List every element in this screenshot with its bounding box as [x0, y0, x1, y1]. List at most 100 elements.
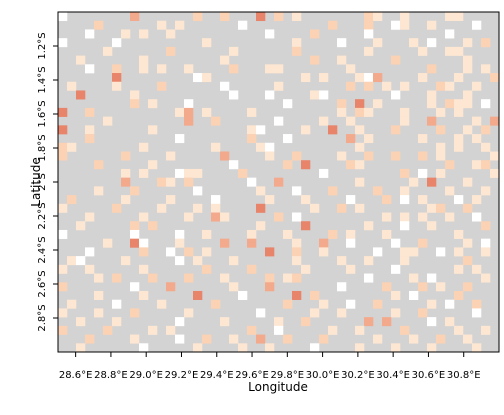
heatmap-cell — [175, 107, 185, 117]
heatmap-cell — [211, 203, 221, 213]
heatmap-cell — [139, 290, 149, 300]
heatmap-cell — [409, 38, 419, 48]
heatmap-cell — [193, 290, 203, 300]
heatmap-cell — [310, 308, 320, 318]
heatmap-cell — [472, 308, 482, 318]
heatmap-cell — [445, 212, 455, 222]
heatmap-cell — [265, 151, 275, 161]
heatmap-cell — [445, 299, 455, 309]
heatmap-cell — [490, 116, 500, 126]
heatmap-cell — [481, 247, 491, 257]
heatmap-cell — [256, 12, 266, 22]
heatmap-cell — [472, 81, 482, 91]
heatmap-cell — [301, 125, 311, 135]
heatmap-cell — [229, 256, 239, 266]
heatmap-cell — [355, 142, 365, 152]
heatmap-cell — [283, 160, 293, 170]
heatmap-cell — [463, 238, 473, 248]
heatmap-cell — [256, 308, 266, 318]
heatmap-cell — [265, 282, 275, 292]
heatmap-cell — [319, 90, 329, 100]
heatmap-cell — [454, 12, 464, 22]
heatmap-cell — [364, 29, 374, 39]
heatmap-cell — [85, 125, 95, 135]
heatmap-cell — [310, 343, 320, 353]
heatmap-cell — [112, 203, 122, 213]
heatmap-cell — [76, 90, 86, 100]
heatmap-cell — [454, 134, 464, 144]
heatmap-cell — [265, 64, 275, 74]
x-tick-label: 29.0°E — [129, 370, 163, 381]
y-axis: 1.2°S 1.4°S 1.6°S 1.8°S 2°S 2.2°S 2.4°S 2.6°S 2.… — [37, 32, 58, 332]
heatmap-cell — [454, 107, 464, 117]
heatmap-cell — [337, 256, 347, 266]
heatmap-cell — [427, 343, 437, 353]
heatmap-cell — [391, 20, 401, 30]
heatmap-cell — [67, 81, 77, 91]
heatmap-cell — [229, 64, 239, 74]
heatmap-cell — [337, 99, 347, 109]
heatmap-cell — [238, 168, 248, 178]
heatmap-cell — [76, 317, 86, 327]
heatmap-cell — [301, 264, 311, 274]
heatmap-cell — [157, 64, 167, 74]
heatmap-cell — [184, 107, 194, 117]
heatmap-cell — [130, 12, 140, 22]
heatmap-cell — [175, 317, 185, 327]
heatmap-cell — [58, 308, 68, 318]
heatmap-cell — [193, 186, 203, 196]
heatmap-cell — [319, 334, 329, 344]
heatmap-cell — [436, 203, 446, 213]
heatmap-cell — [346, 160, 356, 170]
heatmap-cell — [427, 99, 437, 109]
heatmap-cell — [481, 160, 491, 170]
heatmap-cell — [346, 238, 356, 248]
heatmap-cell — [400, 256, 410, 266]
heatmap-cell — [238, 20, 248, 30]
heatmap-cell — [76, 221, 86, 231]
heatmap-cell — [481, 142, 491, 152]
heatmap-cell — [445, 186, 455, 196]
heatmap-cell — [202, 264, 212, 274]
heatmap-cell — [67, 299, 77, 309]
heatmap-cell — [184, 64, 194, 74]
heatmap-cell — [454, 73, 464, 83]
heatmap-cell — [112, 299, 122, 309]
heatmap-cell — [310, 90, 320, 100]
heatmap-cell — [184, 247, 194, 257]
heatmap-cell — [94, 186, 104, 196]
heatmap-cell — [337, 282, 347, 292]
heatmap-cell — [274, 177, 284, 187]
heatmap-cell — [112, 73, 122, 83]
heatmap-cell — [427, 317, 437, 327]
heatmap-cell — [355, 203, 365, 213]
heatmap-cell — [463, 203, 473, 213]
heatmap-cell — [175, 334, 185, 344]
heatmap-cell — [445, 160, 455, 170]
heatmap-cell — [364, 12, 374, 22]
heatmap-cell — [454, 229, 464, 239]
heatmap-cell — [220, 12, 230, 22]
heatmap-cell — [202, 247, 212, 257]
heatmap-cell — [220, 317, 230, 327]
heatmap-cell — [391, 238, 401, 248]
heatmap-cell — [265, 195, 275, 205]
heatmap-cell — [247, 107, 257, 117]
heatmap-cell — [427, 64, 437, 74]
heatmap-cell — [58, 142, 68, 152]
heatmap-cell — [355, 160, 365, 170]
heatmap-cell — [85, 264, 95, 274]
heatmap-cell — [355, 99, 365, 109]
heatmap-cell — [463, 177, 473, 187]
heatmap-cell — [175, 229, 185, 239]
heatmap-cell — [292, 12, 302, 22]
heatmap-cell — [265, 343, 275, 353]
heatmap-cell — [283, 273, 293, 283]
heatmap-cell — [157, 203, 167, 213]
heatmap-cell — [193, 168, 203, 178]
heatmap-cell — [130, 186, 140, 196]
heatmap-cell — [328, 229, 338, 239]
heatmap-cell — [463, 334, 473, 344]
heatmap-cell — [436, 151, 446, 161]
